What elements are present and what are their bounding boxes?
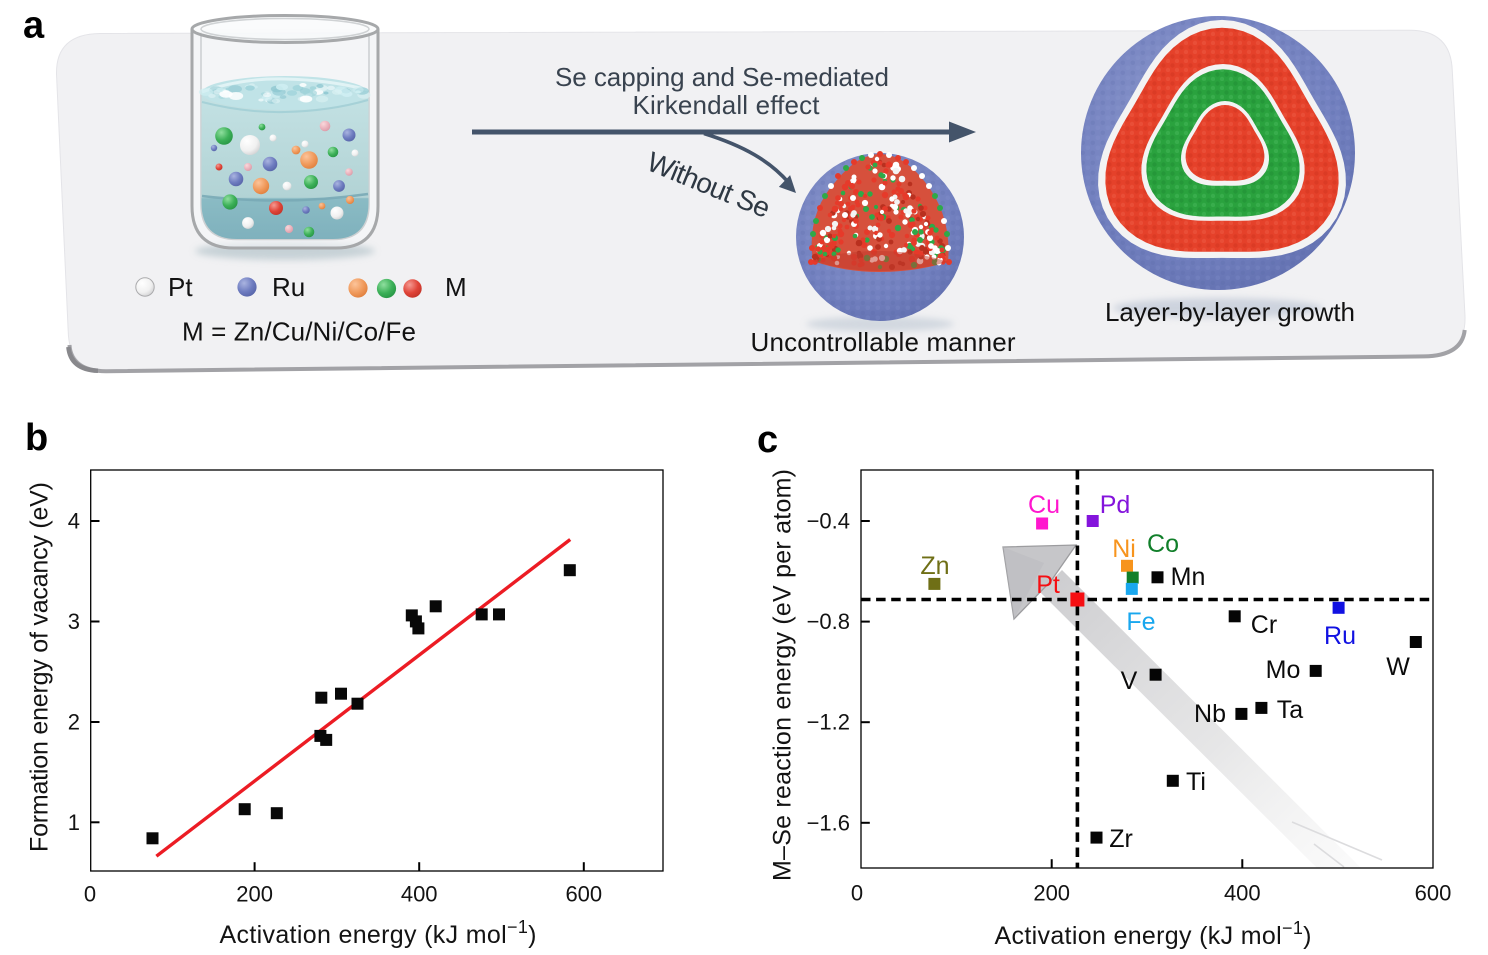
svg-text:Ta: Ta [1277, 696, 1304, 724]
svg-text:400: 400 [401, 882, 438, 907]
svg-text:Uncontrollable manner: Uncontrollable manner [751, 327, 1016, 357]
svg-text:3: 3 [68, 609, 80, 634]
svg-text:400: 400 [1224, 881, 1261, 906]
svg-text:−1.6: −1.6 [807, 810, 850, 835]
svg-text:−0.4: −0.4 [807, 509, 850, 534]
svg-text:Mn: Mn [1171, 563, 1206, 591]
svg-text:Ni: Ni [1112, 535, 1136, 563]
svg-text:Kirkendall effect: Kirkendall effect [633, 90, 821, 120]
svg-text:Ru: Ru [1324, 622, 1356, 650]
svg-text:600: 600 [565, 882, 602, 907]
svg-text:Layer-by-layer growth: Layer-by-layer growth [1105, 297, 1355, 327]
svg-text:Fe: Fe [1126, 608, 1155, 636]
svg-text:Ti: Ti [1186, 768, 1206, 796]
svg-text:b: b [25, 420, 48, 459]
svg-text:Pd: Pd [1100, 491, 1131, 519]
svg-text:Zn: Zn [920, 552, 949, 580]
svg-text:M = Zn/Cu/Ni/Co/Fe: M = Zn/Cu/Ni/Co/Fe [182, 317, 416, 347]
svg-text:Activation energy (kJ mol−1): Activation energy (kJ mol−1) [995, 918, 1312, 950]
svg-text:Se capping and Se-mediated: Se capping and Se-mediated [555, 62, 889, 92]
svg-text:Pt: Pt [1036, 571, 1060, 599]
svg-text:0: 0 [851, 881, 863, 906]
svg-text:c: c [757, 420, 778, 461]
svg-text:M: M [445, 272, 467, 302]
svg-text:2: 2 [68, 710, 80, 735]
svg-text:Co: Co [1147, 530, 1179, 558]
svg-text:0: 0 [84, 882, 96, 907]
svg-text:Ru: Ru [272, 272, 305, 302]
svg-text:−0.8: −0.8 [807, 609, 850, 634]
svg-text:−1.2: −1.2 [807, 710, 850, 735]
svg-text:Formation energy of vacancy (e: Formation energy of vacancy (eV) [26, 482, 54, 852]
svg-text:200: 200 [1033, 881, 1070, 906]
svg-text:Mo: Mo [1266, 656, 1301, 684]
svg-text:Pt: Pt [168, 272, 193, 302]
svg-text:600: 600 [1415, 881, 1452, 906]
svg-text:a: a [23, 5, 45, 47]
svg-text:V: V [1121, 667, 1138, 695]
svg-text:1: 1 [68, 810, 80, 835]
svg-text:M–Se reaction energy (eV per a: M–Se reaction energy (eV per atom) [769, 469, 797, 881]
svg-text:Cr: Cr [1251, 611, 1277, 639]
svg-text:Zr: Zr [1109, 825, 1133, 853]
svg-text:200: 200 [236, 882, 273, 907]
svg-text:4: 4 [68, 509, 80, 534]
svg-text:Nb: Nb [1194, 700, 1226, 728]
svg-text:W: W [1386, 653, 1410, 681]
svg-text:Activation energy (kJ mol−1): Activation energy (kJ mol−1) [220, 917, 537, 949]
svg-text:Cu: Cu [1028, 491, 1060, 519]
